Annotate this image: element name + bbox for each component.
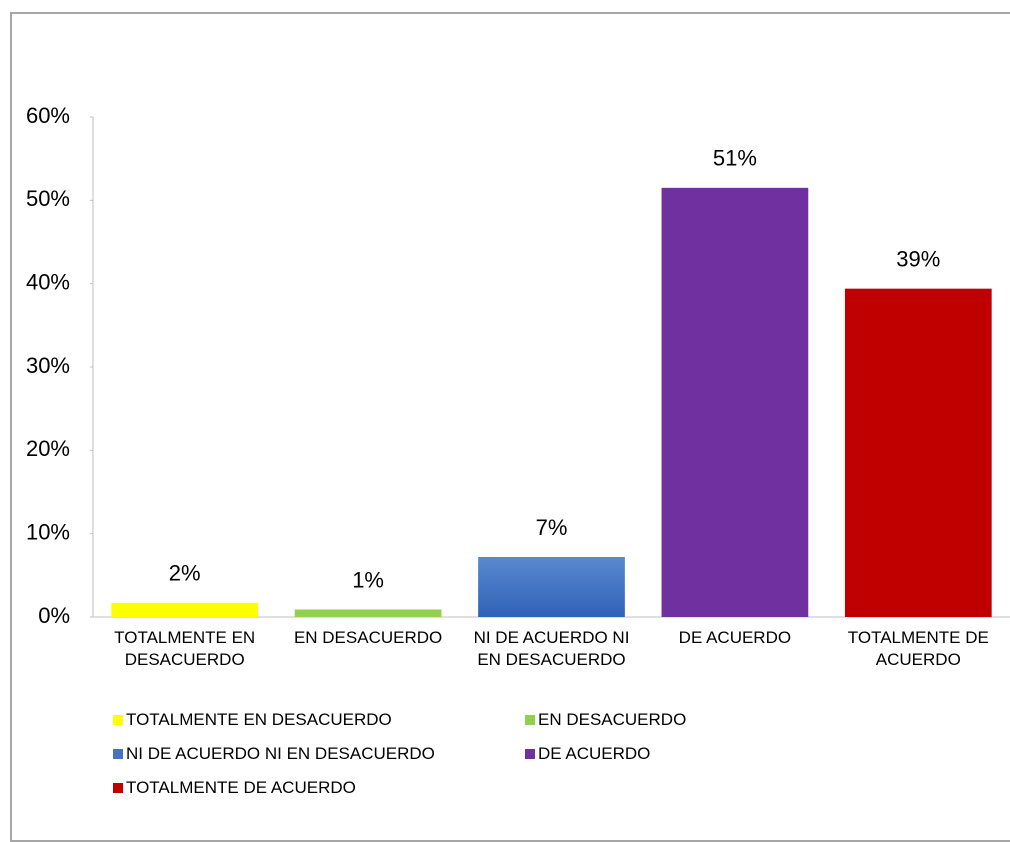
x-tick-label: TOTALMENTE DE ACUERDO bbox=[847, 628, 989, 669]
legend-swatch bbox=[113, 783, 123, 793]
legend-swatch bbox=[113, 715, 123, 725]
legend-label: TOTALMENTE DE ACUERDO bbox=[126, 778, 356, 797]
legend-item: EN DESACUERDO bbox=[525, 709, 686, 731]
data-label: 2% bbox=[169, 561, 201, 586]
data-label: 39% bbox=[896, 246, 940, 271]
x-tick-label: NI DE ACUERDO NI EN DESACUERDO bbox=[473, 628, 630, 669]
y-tick-label: 0% bbox=[38, 603, 70, 628]
legend: TOTALMENTE EN DESACUERDO EN DESACUERDO NI … bbox=[113, 709, 686, 799]
y-tick-label: 20% bbox=[26, 436, 70, 461]
legend-label: NI DE ACUERDO NI EN DESACUERDO bbox=[126, 744, 435, 763]
bar bbox=[844, 288, 992, 617]
legend-label: DE ACUERDO bbox=[538, 744, 651, 763]
data-label: 1% bbox=[352, 567, 384, 592]
legend-swatch bbox=[525, 715, 535, 725]
legend-item: DE ACUERDO bbox=[525, 743, 686, 765]
data-label: 7% bbox=[536, 515, 568, 540]
bar bbox=[294, 609, 442, 617]
legend-swatch bbox=[113, 749, 123, 759]
y-tick-label: 40% bbox=[26, 269, 70, 294]
data-label: 51% bbox=[713, 146, 757, 171]
y-tick-label: 60% bbox=[26, 103, 70, 128]
bar bbox=[111, 602, 259, 617]
x-tick-label: TOTALMENTE EN DESACUERDO bbox=[114, 628, 256, 669]
y-tick-label: 50% bbox=[26, 186, 70, 211]
x-tick-label: EN DESACUERDO bbox=[293, 628, 443, 647]
legend-item: TOTALMENTE EN DESACUERDO bbox=[113, 709, 525, 731]
bar bbox=[478, 557, 625, 617]
bar bbox=[661, 187, 809, 618]
legend-label: TOTALMENTE EN DESACUERDO bbox=[126, 710, 392, 729]
legend-swatch bbox=[525, 749, 535, 759]
y-tick-label: 10% bbox=[26, 519, 70, 544]
x-tick-label: DE ACUERDO bbox=[678, 628, 792, 647]
legend-item: TOTALMENTE DE ACUERDO bbox=[113, 777, 525, 799]
y-tick-label: 30% bbox=[26, 353, 70, 378]
legend-label: EN DESACUERDO bbox=[538, 710, 687, 729]
legend-item: NI DE ACUERDO NI EN DESACUERDO bbox=[113, 743, 525, 765]
